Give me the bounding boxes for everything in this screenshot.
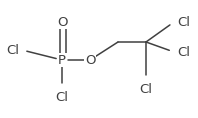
Text: Cl: Cl	[177, 15, 190, 29]
Text: Cl: Cl	[55, 91, 69, 104]
Text: Cl: Cl	[140, 83, 152, 96]
Text: P: P	[58, 53, 66, 67]
Text: Cl: Cl	[177, 46, 190, 59]
Text: Cl: Cl	[6, 44, 19, 57]
Text: O: O	[85, 53, 95, 67]
Text: O: O	[57, 15, 67, 29]
